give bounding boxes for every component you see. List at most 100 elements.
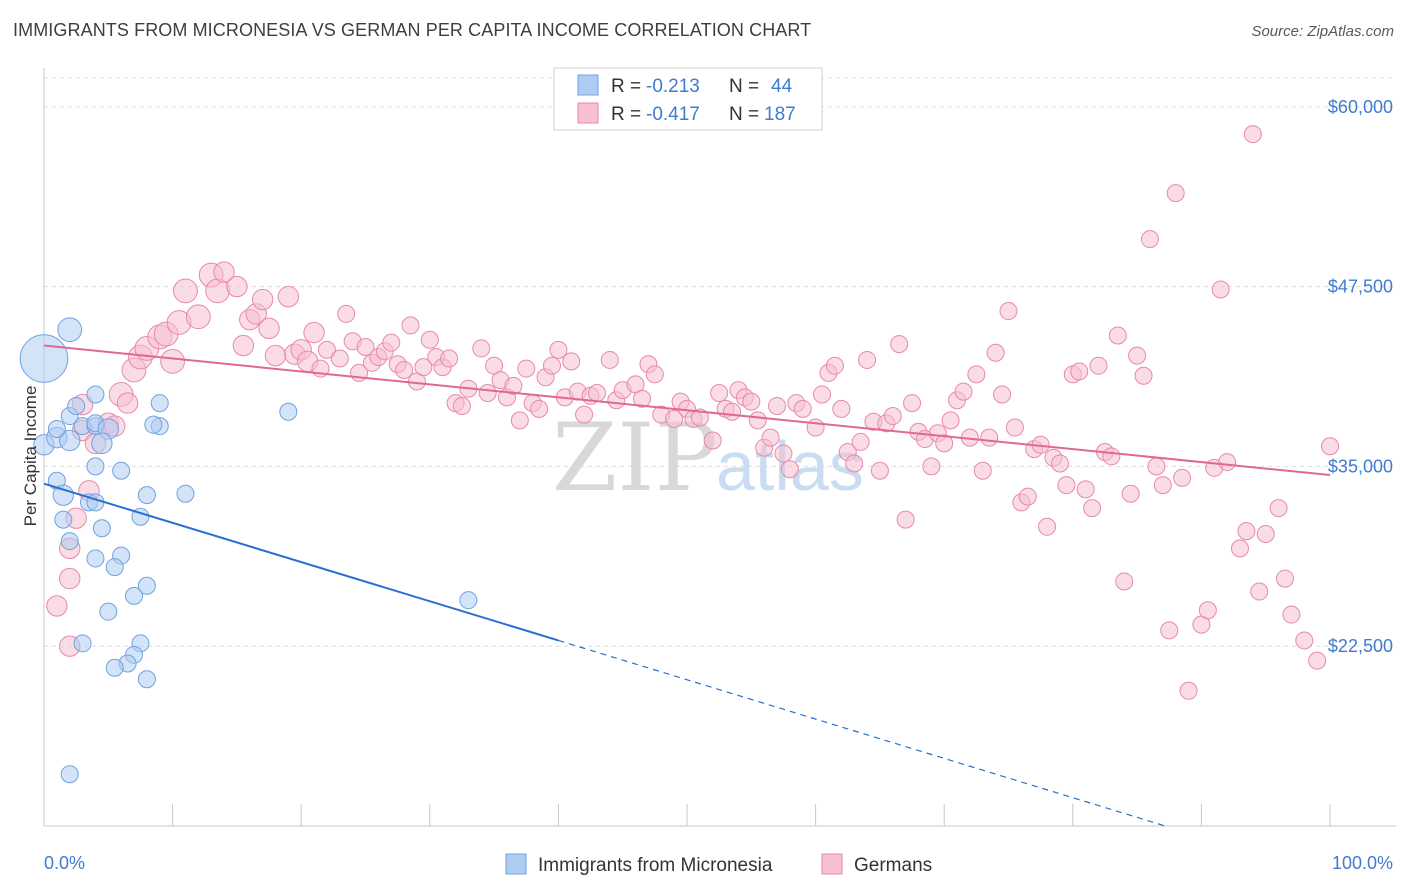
y-axis-title: Per Capita Income (21, 386, 40, 527)
trend-lines (43, 344, 1331, 827)
x-tick-labels: 0.0% 100.0% (44, 853, 1393, 873)
micronesia-point (105, 558, 124, 577)
micronesia-point (137, 576, 156, 595)
german-point (896, 510, 915, 529)
micronesia-point (176, 484, 195, 503)
german-point (665, 409, 684, 428)
german-point (806, 418, 825, 437)
micronesia-point (86, 385, 105, 404)
german-point (1134, 366, 1153, 385)
german-point (264, 344, 287, 367)
german-point (1269, 499, 1288, 518)
german-point (1308, 651, 1327, 670)
german-point (1198, 601, 1217, 620)
y-tick-label: $47,500 (1328, 277, 1393, 297)
german-point (356, 337, 375, 356)
german-point (549, 340, 568, 359)
german-point (690, 408, 709, 427)
y-tick-labels: $22,500 $35,000 $47,500 $60,000 (1328, 97, 1393, 656)
german-point (903, 394, 922, 413)
german-point (1089, 356, 1108, 375)
legend-n-value-1: 44 (771, 76, 793, 97)
german-point (986, 343, 1005, 362)
chart-title: IMMIGRANTS FROM MICRONESIA VS GERMAN PER… (13, 20, 812, 40)
german-point (1295, 631, 1314, 650)
german-point (59, 567, 81, 590)
micronesia-point (92, 519, 111, 538)
micronesia-point (459, 591, 478, 610)
micronesia-point (125, 586, 144, 605)
german-point (1108, 326, 1127, 345)
german-point (761, 428, 780, 447)
micronesia-point (73, 634, 92, 653)
german-point (1115, 572, 1134, 591)
german-point (337, 304, 356, 323)
micronesia-point (150, 394, 169, 413)
german-point (600, 350, 619, 369)
german-point (883, 407, 902, 426)
german-point (504, 376, 523, 395)
y-tick-label: $22,500 (1328, 636, 1393, 656)
micronesia-point (99, 602, 118, 621)
german-point (1076, 480, 1095, 499)
german-point (1018, 487, 1037, 506)
german-point (845, 454, 864, 473)
german-point (825, 356, 844, 375)
german-point (954, 382, 973, 401)
german-point (232, 334, 255, 357)
german-point (46, 595, 68, 617)
series-legend: Immigrants from Micronesia Germans (505, 853, 932, 876)
german-point (517, 359, 536, 378)
german-point (1173, 468, 1192, 487)
chart-source: Source: ZipAtlas.com (1251, 23, 1394, 40)
german-point (774, 444, 793, 463)
german-point (780, 460, 799, 479)
german-point (382, 333, 401, 352)
micronesia-point (57, 317, 83, 343)
germans-trend-line (43, 344, 1331, 477)
y-tick-label: $35,000 (1328, 456, 1393, 476)
german-point (213, 261, 235, 283)
micronesia-point (112, 461, 131, 480)
micronesia-point (59, 429, 81, 452)
german-point (542, 356, 561, 375)
german-point (472, 339, 491, 358)
german-point (980, 428, 999, 447)
german-point (258, 317, 280, 339)
legend-box (553, 67, 823, 131)
micronesia-point (137, 670, 156, 689)
micronesia-point (137, 486, 156, 505)
german-point (116, 392, 139, 414)
legend-n-label-1: N = (729, 76, 759, 97)
micronesia-points (19, 317, 478, 784)
german-point (226, 275, 248, 298)
german-point (1050, 454, 1069, 473)
micronesia-point (60, 765, 79, 784)
german-point (277, 285, 300, 308)
bottom-legend-label-germans: Germans (854, 855, 932, 876)
german-point (1038, 517, 1057, 536)
german-point (999, 302, 1018, 321)
german-point (710, 384, 729, 403)
german-point (632, 389, 651, 408)
german-point (401, 316, 420, 335)
german-point (1250, 582, 1269, 601)
german-point (1147, 457, 1166, 476)
german-point (1153, 476, 1172, 495)
bottom-legend-swatch-blue (505, 853, 527, 875)
german-point (420, 330, 439, 349)
german-point (530, 399, 549, 418)
german-point (1230, 539, 1249, 558)
micronesia-trend-extension (558, 639, 1166, 827)
legend-r-label-2: R = (611, 104, 641, 125)
german-point (858, 350, 877, 369)
x-tick-label: 0.0% (44, 853, 85, 873)
x-tick-label: 100.0% (1332, 853, 1393, 873)
german-point (832, 399, 851, 418)
legend-r-value-1: -0.213 (646, 76, 700, 97)
micronesia-point (144, 415, 163, 434)
bottom-legend-swatch-pink (821, 853, 843, 875)
german-point (251, 288, 274, 311)
german-point (813, 385, 832, 404)
german-point (941, 411, 960, 430)
